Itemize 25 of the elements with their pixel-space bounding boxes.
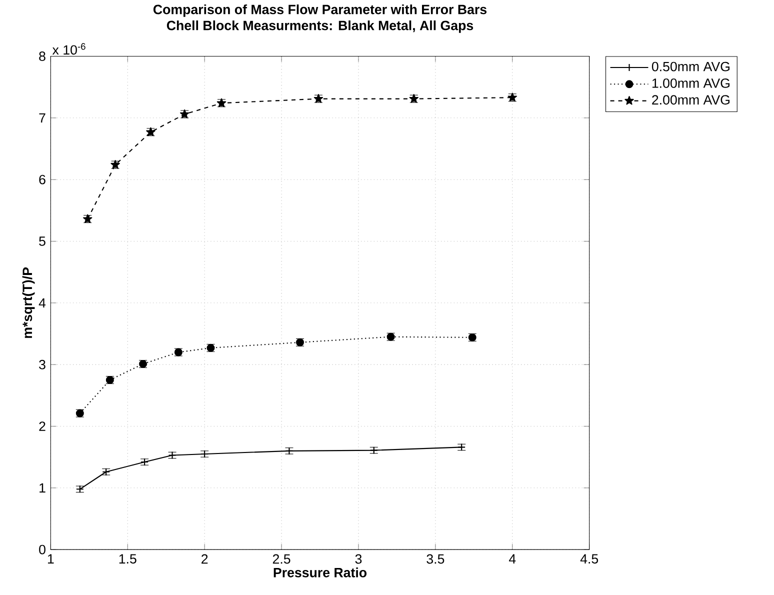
legend-label: 0.50mm AVG <box>652 62 730 72</box>
x-tick-label: 2 <box>202 554 208 564</box>
x-tick-label: 4 <box>508 554 516 564</box>
y-tick-label: 0 <box>39 544 46 554</box>
chart-subtitle: Chell Block Measurments: Blank Metal, All Gaps <box>166 20 474 33</box>
x-tick-label: 3 <box>355 554 362 564</box>
x-tick-label: 2.5 <box>272 554 290 564</box>
y-tick-label: 4 <box>38 298 46 308</box>
x-tick-label: 4.5 <box>580 554 598 564</box>
y-tick-label: 1 <box>40 483 46 493</box>
x-tick-label: 1.5 <box>119 554 136 564</box>
y-tick-label: 2 <box>39 422 46 431</box>
y-tick-label: 8 <box>39 52 46 62</box>
y-tick-label: 7 <box>39 113 46 123</box>
y-tick-label: 3 <box>39 360 46 370</box>
legend-label: 1.00mm AVG <box>652 78 730 88</box>
legend-label: 2.00mm AVG <box>652 95 730 105</box>
y-tick-label: 6 <box>39 174 46 184</box>
x-tick-label: 1 <box>48 554 54 564</box>
text: x 10$^{-6}$ <box>52 43 86 55</box>
chart-title: Comparison of Mass Flow Parameter with Error Bars <box>153 4 487 17</box>
x-tick-label: 3.5 <box>426 554 444 564</box>
x-axis-title: Pressure Ratio <box>274 568 367 578</box>
y-tick-label: 5 <box>39 236 46 246</box>
y-axis-title: m*sqrt(T)/P <box>22 267 35 338</box>
